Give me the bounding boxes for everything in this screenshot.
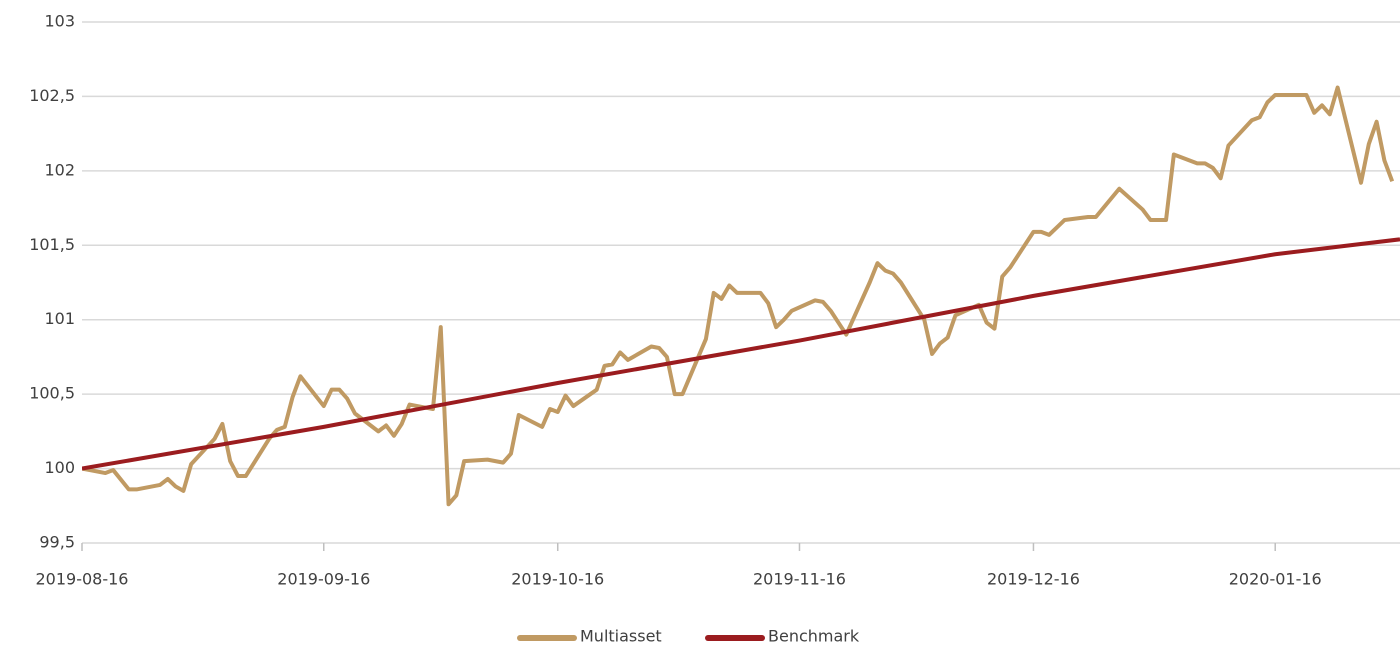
x-tick-label: 2019-09-16 xyxy=(277,570,370,589)
x-tick-label: 2019-11-16 xyxy=(753,570,846,589)
y-tick-label: 100,5 xyxy=(29,384,75,403)
y-tick-label: 101 xyxy=(44,309,75,328)
x-tick-label: 2019-08-16 xyxy=(36,570,129,589)
series-line xyxy=(82,237,1400,471)
legend-label: Benchmark xyxy=(768,627,860,646)
y-tick-label: 102,5 xyxy=(29,86,75,105)
x-tick-label: 2020-01-16 xyxy=(1229,570,1322,589)
y-tick-label: 103 xyxy=(44,12,75,31)
x-tick-label: 2019-12-16 xyxy=(987,570,1080,589)
y-tick-label: 102 xyxy=(44,160,75,179)
x-tick-label: 2019-10-16 xyxy=(511,570,604,589)
y-tick-label: 100 xyxy=(44,458,75,477)
series-line xyxy=(82,85,1395,507)
y-tick-label: 99,5 xyxy=(39,533,75,552)
legend-label: Multiasset xyxy=(580,627,662,646)
y-tick-label: 101,5 xyxy=(29,235,75,254)
